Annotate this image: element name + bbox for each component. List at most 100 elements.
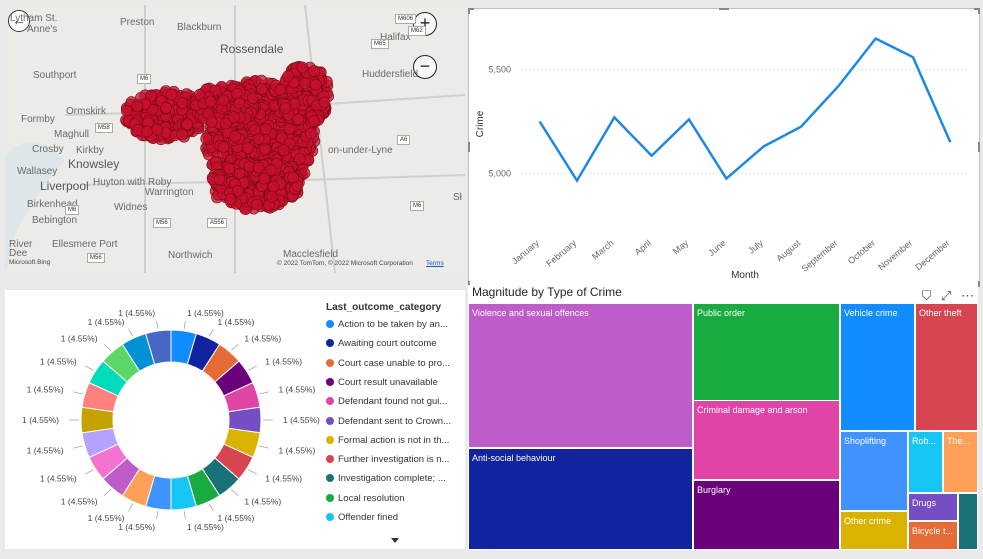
- crime-location-dot[interactable]: [258, 143, 271, 155]
- crime-location-dot[interactable]: [279, 102, 292, 114]
- back-button[interactable]: ←: [8, 10, 30, 32]
- zoom-out-button[interactable]: −: [413, 55, 437, 79]
- crime-location-dot[interactable]: [230, 87, 243, 100]
- crime-location-dot[interactable]: [205, 116, 218, 128]
- crime-location-dot[interactable]: [204, 95, 217, 108]
- crime-location-dot[interactable]: [217, 94, 230, 107]
- treemap-visual[interactable]: Magnitude by Type of Crime ⛉ ⤢ ⋯ Violenc…: [468, 285, 978, 550]
- crime-location-dot[interactable]: [308, 115, 320, 127]
- treemap-tile[interactable]: Shoplifting: [840, 431, 908, 511]
- treemap-tile[interactable]: [958, 493, 978, 550]
- resize-handle[interactable]: [468, 281, 470, 287]
- crime-location-dot[interactable]: [260, 123, 272, 135]
- terms-link[interactable]: Terms: [426, 260, 444, 267]
- legend-item[interactable]: Offender fined: [326, 512, 398, 523]
- crime-location-dot[interactable]: [318, 96, 331, 109]
- legend-item[interactable]: Action to be taken by an...: [326, 319, 448, 330]
- legend-item[interactable]: Court case unable to pro...: [326, 358, 450, 369]
- crime-location-dot[interactable]: [242, 142, 254, 154]
- crime-location-dot[interactable]: [229, 130, 241, 143]
- treemap-tile[interactable]: Rob...: [908, 431, 943, 493]
- crime-line-series[interactable]: [538, 36, 952, 184]
- legend-item[interactable]: Further investigation is n...: [326, 454, 449, 465]
- crime-location-dot[interactable]: [251, 198, 263, 211]
- treemap-tile[interactable]: Criminal damage and arson: [693, 400, 840, 480]
- crime-location-dot[interactable]: [258, 172, 270, 185]
- legend-item[interactable]: Court result unavailable: [326, 377, 438, 388]
- crime-location-dot[interactable]: [292, 113, 305, 125]
- crime-location-dot[interactable]: [309, 78, 322, 91]
- crime-location-dot[interactable]: [223, 162, 236, 175]
- filter-icon[interactable]: ⛉: [921, 288, 932, 303]
- crime-location-dot[interactable]: [181, 118, 194, 130]
- crime-location-dot[interactable]: [160, 102, 172, 114]
- treemap-tile[interactable]: Drugs: [908, 493, 958, 521]
- crime-location-dot[interactable]: [121, 104, 133, 117]
- legend-item[interactable]: Formal action is not in th...: [326, 435, 449, 446]
- donut-slice[interactable]: [145, 329, 172, 365]
- crime-location-dot[interactable]: [308, 65, 321, 77]
- crime-location-dot[interactable]: [277, 144, 290, 156]
- donut-chart-visual[interactable]: 1 (4.55%) 1 (4.55%) 1 (4.55%) 1 (4.55%) 1 (4…: [5, 290, 465, 549]
- legend-scroll-down-icon[interactable]: [391, 538, 399, 543]
- crime-location-dot[interactable]: [232, 185, 244, 197]
- crime-location-dot[interactable]: [274, 84, 287, 96]
- crime-location-dot[interactable]: [256, 83, 268, 95]
- treemap-tile[interactable]: Other theft: [915, 303, 978, 431]
- crime-location-dot[interactable]: [141, 125, 153, 138]
- crime-location-dot[interactable]: [287, 171, 299, 184]
- legend-item[interactable]: Local resolution: [326, 493, 405, 504]
- resize-handle[interactable]: [468, 8, 470, 14]
- crime-location-dot[interactable]: [145, 90, 157, 102]
- resize-handle[interactable]: [468, 8, 474, 10]
- crime-location-dot[interactable]: [220, 117, 232, 130]
- crime-location-dot[interactable]: [151, 123, 163, 136]
- resize-handle[interactable]: [978, 8, 980, 14]
- crime-location-dot[interactable]: [252, 133, 265, 145]
- crime-location-dot[interactable]: [304, 127, 317, 140]
- crime-location-dot[interactable]: [176, 128, 188, 141]
- map-visual[interactable]: ← + − Lytham St. Anne's Preston Blackburn Ro…: [5, 5, 465, 273]
- y-axis-title: Crime: [475, 110, 486, 137]
- legend-marker-icon: [326, 416, 334, 425]
- crime-location-dot[interactable]: [228, 111, 240, 123]
- line-chart-visual[interactable]: 5,000 5,500 January February March April May Ju…: [468, 8, 980, 287]
- crime-location-dot[interactable]: [267, 180, 280, 193]
- crime-location-dot[interactable]: [264, 164, 277, 176]
- crime-location-dot[interactable]: [282, 70, 294, 82]
- crime-location-dot[interactable]: [247, 92, 259, 104]
- crime-location-dot[interactable]: [252, 161, 265, 174]
- focus-mode-icon[interactable]: ⤢: [940, 288, 952, 303]
- crime-location-dot[interactable]: [266, 190, 278, 203]
- legend-item[interactable]: Defendant found not gui...: [326, 396, 447, 407]
- treemap-tile[interactable]: Anti-social behaviour: [468, 448, 693, 550]
- crime-location-dot[interactable]: [165, 88, 178, 101]
- treemap-tile[interactable]: The...: [943, 431, 978, 493]
- legend-item[interactable]: Defendant sent to Crown...: [326, 416, 451, 427]
- resize-handle[interactable]: [978, 281, 980, 287]
- crime-location-dot[interactable]: [213, 173, 226, 186]
- crime-location-dot[interactable]: [224, 193, 237, 205]
- resize-handle[interactable]: [974, 8, 980, 10]
- crime-location-dot[interactable]: [275, 131, 288, 144]
- crime-location-dot[interactable]: [131, 100, 144, 113]
- treemap-tile[interactable]: Vehicle crime: [840, 303, 915, 431]
- resize-handle[interactable]: [978, 142, 980, 152]
- resize-handle[interactable]: [468, 142, 470, 152]
- crime-location-dot[interactable]: [217, 141, 230, 153]
- more-options-icon[interactable]: ⋯: [961, 288, 974, 303]
- crime-location-dot[interactable]: [176, 97, 189, 109]
- map-attribution: © 2022 TomTom, © 2022 Microsoft Corporat…: [277, 260, 413, 267]
- treemap-tile[interactable]: Violence and sexual offences: [468, 303, 693, 448]
- treemap-tile[interactable]: Burglary: [693, 480, 840, 550]
- treemap-tile[interactable]: Bicycle t...: [908, 521, 958, 550]
- crime-location-dot[interactable]: [296, 61, 309, 74]
- crime-location-dot[interactable]: [298, 77, 311, 90]
- crime-location-dot[interactable]: [200, 132, 212, 145]
- legend-item[interactable]: Investigation complete; ...: [326, 473, 446, 484]
- legend-item[interactable]: Awaiting court outcome: [326, 338, 437, 349]
- crime-location-dot[interactable]: [293, 153, 306, 165]
- treemap-tile[interactable]: Other crime: [840, 511, 908, 550]
- legend-label: Defendant sent to Crown...: [338, 415, 452, 427]
- resize-handle[interactable]: [719, 8, 729, 10]
